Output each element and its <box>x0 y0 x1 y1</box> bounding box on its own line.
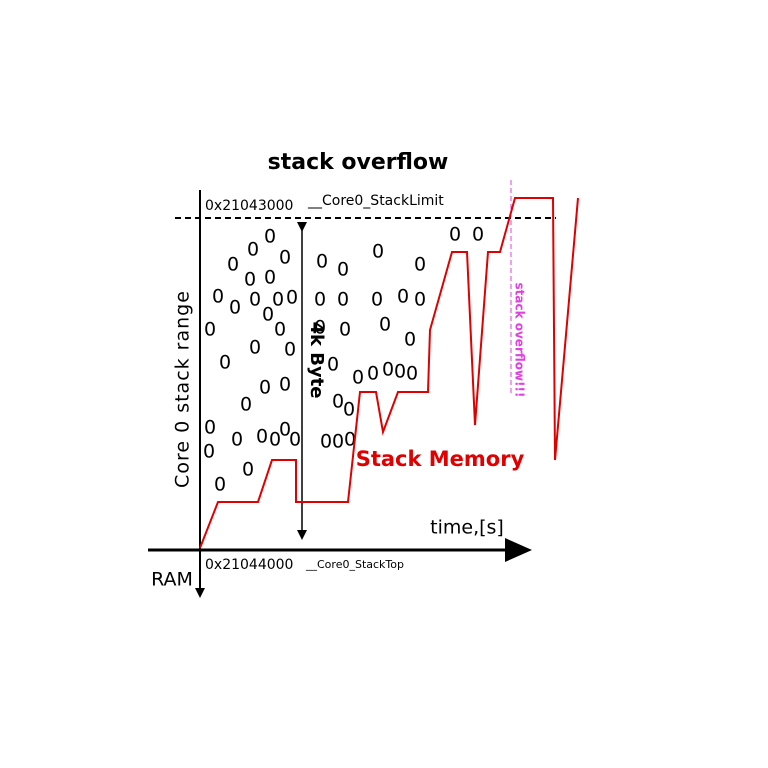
stack-usage-line <box>199 197 579 549</box>
memory-bit: 0 <box>214 474 226 496</box>
memory-bit: 0 <box>262 304 274 326</box>
top-symbol: __Core0_StackTop <box>305 558 404 571</box>
memory-bit: 0 <box>240 394 252 416</box>
memory-bit: 0 <box>404 329 416 351</box>
memory-bit: 0 <box>203 441 215 463</box>
memory-bit: 0 <box>449 224 461 246</box>
memory-bit: 0 <box>332 431 344 453</box>
memory-bit: 0 <box>289 429 301 451</box>
memory-bit: 0 <box>229 297 241 319</box>
memory-bit: 0 <box>332 391 344 413</box>
memory-bit: 0 <box>242 459 254 481</box>
memory-bit: 0 <box>264 226 276 248</box>
memory-bit: 0 <box>320 431 332 453</box>
memory-bit: 0 <box>231 429 243 451</box>
memory-bit: 0 <box>256 426 268 448</box>
memory-bit: 0 <box>247 239 259 261</box>
memory-bit: 0 <box>227 254 239 276</box>
memory-bit: 0 <box>344 429 356 451</box>
memory-bit: 0 <box>339 319 351 341</box>
memory-bit: 0 <box>337 259 349 281</box>
memory-bit: 0 <box>316 251 328 273</box>
series-label: Stack Memory <box>356 447 525 471</box>
memory-bit: 0 <box>382 359 394 381</box>
memory-bit: 0 <box>259 377 271 399</box>
memory-bit: 0 <box>371 289 383 311</box>
memory-bit: 0 <box>327 354 339 376</box>
memory-bit: 0 <box>249 337 261 359</box>
memory-bit: 0 <box>286 287 298 309</box>
memory-bit: 0 <box>272 289 284 311</box>
memory-bit: 0 <box>394 361 406 383</box>
memory-bit: 0 <box>379 314 391 336</box>
memory-bit: 0 <box>269 429 281 451</box>
memory-bit: 0 <box>279 374 291 396</box>
memory-bit: 0 <box>372 241 384 263</box>
overflow-label: stack overflow!!! <box>513 282 527 397</box>
memory-bit: 0 <box>284 339 296 361</box>
memory-bit: 0 <box>279 247 291 269</box>
memory-bit: 0 <box>204 319 216 341</box>
memory-bit: 0 <box>414 254 426 276</box>
memory-bit: 0 <box>337 289 349 311</box>
memory-bit: 0 <box>472 224 484 246</box>
memory-bit: 0 <box>212 286 224 308</box>
memory-bit: 0 <box>314 317 326 339</box>
memory-bit: 0 <box>264 267 276 289</box>
memory-bit: 0 <box>406 363 418 385</box>
title: stack overflow <box>268 150 449 175</box>
x-axis-label: time,[s] <box>430 517 504 539</box>
memory-bit: 0 <box>367 363 379 385</box>
limit-address: 0x21043000 <box>205 198 293 214</box>
y-axis-label: Core 0 stack range <box>172 290 194 488</box>
memory-bit: 0 <box>414 289 426 311</box>
memory-bit: 0 <box>244 269 256 291</box>
memory-bit: 0 <box>279 419 291 441</box>
top-address: 0x21044000 <box>205 557 293 573</box>
memory-bit: 0 <box>219 352 231 374</box>
memory-bit: 0 <box>314 289 326 311</box>
time-arrow <box>505 538 532 562</box>
memory-bit: 0 <box>274 319 286 341</box>
size-label: 4k Byte <box>306 321 327 398</box>
limit-symbol: __Core0_StackLimit <box>307 193 444 209</box>
memory-bit: 0 <box>352 367 364 389</box>
memory-bit: 0 <box>204 417 216 439</box>
memory-bit: 0 <box>343 399 355 421</box>
memory-label: RAM <box>151 569 193 591</box>
memory-bit: 0 <box>249 289 261 311</box>
memory-bit: 0 <box>397 286 409 308</box>
